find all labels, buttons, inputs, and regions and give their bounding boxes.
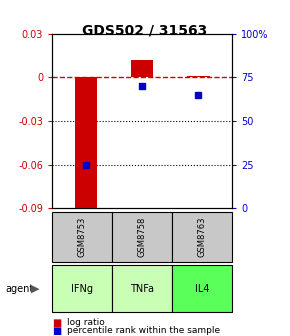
Text: IFNg: IFNg	[71, 284, 93, 294]
Text: ■: ■	[52, 326, 61, 336]
Text: GSM8763: GSM8763	[197, 217, 206, 257]
Text: TNFa: TNFa	[130, 284, 154, 294]
Text: agent: agent	[6, 284, 34, 294]
Text: GSM8758: GSM8758	[137, 217, 147, 257]
Text: ▶: ▶	[30, 284, 39, 294]
Text: IL4: IL4	[195, 284, 209, 294]
Text: GSM8753: GSM8753	[78, 217, 87, 257]
Text: ■: ■	[52, 318, 61, 328]
Bar	[75, 77, 97, 210]
Bar	[187, 76, 210, 77]
Bar	[131, 60, 153, 77]
Text: GDS502 / 31563: GDS502 / 31563	[82, 24, 208, 38]
Text: percentile rank within the sample: percentile rank within the sample	[67, 327, 220, 335]
Text: log ratio: log ratio	[67, 318, 104, 327]
